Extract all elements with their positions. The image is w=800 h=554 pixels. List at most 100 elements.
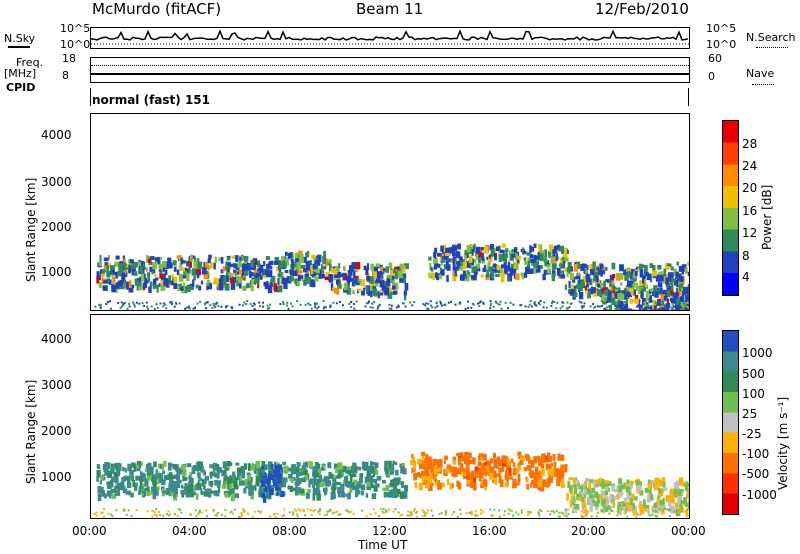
ground-scatter-cell xyxy=(274,515,277,518)
ground-scatter-cell xyxy=(128,305,131,308)
ground-scatter-cell xyxy=(117,302,120,304)
ground-scatter-cell xyxy=(205,509,208,512)
scatter-cell xyxy=(96,464,100,468)
scatter-cell xyxy=(352,282,355,286)
scatter-cell xyxy=(371,266,374,271)
scatter-cell xyxy=(504,253,507,262)
scatter-cell xyxy=(457,458,462,466)
scatter-cell xyxy=(355,281,360,286)
scatter-cell xyxy=(612,500,616,508)
scatter-cell xyxy=(305,268,310,275)
scatter-cell xyxy=(155,469,158,475)
ground-scatter-cell xyxy=(600,305,603,307)
scatter-cell xyxy=(374,283,379,287)
scatter-cell xyxy=(341,468,346,473)
ground-scatter-cell xyxy=(328,510,330,513)
scatter-cell xyxy=(237,271,241,275)
scatter-cell xyxy=(477,461,482,467)
scatter-cell xyxy=(644,271,649,277)
ground-scatter-cell xyxy=(387,508,390,511)
ground-scatter-cell xyxy=(296,515,299,518)
scatter-cell xyxy=(111,273,114,279)
scatter-cell xyxy=(279,490,285,497)
scatter-cell xyxy=(643,287,646,292)
scatter-cell xyxy=(428,483,433,491)
scatter-cell xyxy=(674,502,679,511)
scatter-cell xyxy=(103,280,108,284)
scatter-cell xyxy=(425,453,429,459)
scatter-cell xyxy=(680,287,683,292)
scatter-cell xyxy=(330,268,336,274)
scatter-cell xyxy=(592,287,596,294)
scatter-cell xyxy=(671,283,674,291)
scatter-cell xyxy=(355,262,361,270)
scatter-cell xyxy=(333,270,339,276)
scatter-cell xyxy=(686,493,689,498)
scatter-cell xyxy=(625,486,630,493)
scatter-cell xyxy=(129,259,134,264)
scatter-cell xyxy=(537,252,540,260)
scatter-cell xyxy=(375,272,380,281)
ground-scatter-cell xyxy=(214,514,217,517)
scatter-cell xyxy=(546,480,549,488)
scatter-cell xyxy=(394,461,398,466)
ground-scatter-cell xyxy=(304,514,307,517)
scatter-cell xyxy=(343,282,348,291)
scatter-cell xyxy=(617,504,620,511)
scatter-cell xyxy=(189,254,193,262)
scatter-cell xyxy=(315,490,321,495)
scatter-cell xyxy=(609,493,613,502)
ground-scatter-cell xyxy=(634,512,637,515)
scatter-cell xyxy=(544,255,547,264)
scatter-cell xyxy=(421,475,425,484)
scatter-cell xyxy=(184,260,188,264)
scatter-cell xyxy=(388,262,393,269)
scatter-cell xyxy=(429,263,432,268)
scatter-cell xyxy=(601,481,606,490)
scatter-cell xyxy=(685,294,688,303)
scatter-cell xyxy=(181,492,185,498)
scatter-cell xyxy=(341,487,345,494)
scatter-cell xyxy=(136,461,142,465)
ground-scatter-cell xyxy=(299,509,302,512)
ground-scatter-cell xyxy=(268,306,271,309)
scatter-cell xyxy=(308,279,313,285)
scatter-cell xyxy=(388,460,392,469)
ground-scatter-cell xyxy=(606,301,609,303)
scatter-cell xyxy=(263,487,268,493)
scatter-cell xyxy=(540,468,545,477)
ground-scatter-cell xyxy=(614,301,617,304)
noise-panel xyxy=(90,27,690,49)
ground-scatter-cell xyxy=(467,306,470,309)
scatter-cell xyxy=(289,485,294,493)
scatter-cell xyxy=(500,271,505,277)
ground-scatter-cell xyxy=(266,304,269,307)
scatter-cell xyxy=(539,253,544,261)
scatter-cell xyxy=(342,265,346,270)
scatter-cell xyxy=(630,502,635,510)
scatter-cell xyxy=(106,463,111,469)
scatter-cell xyxy=(685,502,688,508)
scatter-cell xyxy=(113,486,117,491)
ground-scatter-cell xyxy=(450,300,453,303)
scatter-cell xyxy=(616,494,619,501)
scatter-cell xyxy=(193,464,198,472)
scatter-cell xyxy=(666,298,669,305)
ground-scatter-cell xyxy=(209,304,212,307)
scatter-cell xyxy=(523,467,527,472)
scatter-cell xyxy=(481,453,487,461)
scatter-cell xyxy=(250,279,255,285)
scatter-cell xyxy=(318,269,322,276)
scatter-cell xyxy=(262,471,265,476)
scatter-cell xyxy=(680,308,685,310)
ground-scatter-cell xyxy=(164,303,167,306)
scatter-cell xyxy=(247,480,252,485)
scatter-cell xyxy=(116,469,120,476)
scatter-cell xyxy=(327,462,332,469)
ground-scatter-cell xyxy=(402,302,405,305)
ground-scatter-cell xyxy=(146,510,149,513)
scatter-cell xyxy=(168,472,173,480)
x-tick: 04:00 xyxy=(172,524,207,538)
ground-scatter-cell xyxy=(687,514,689,517)
ground-scatter-cell xyxy=(397,305,400,308)
